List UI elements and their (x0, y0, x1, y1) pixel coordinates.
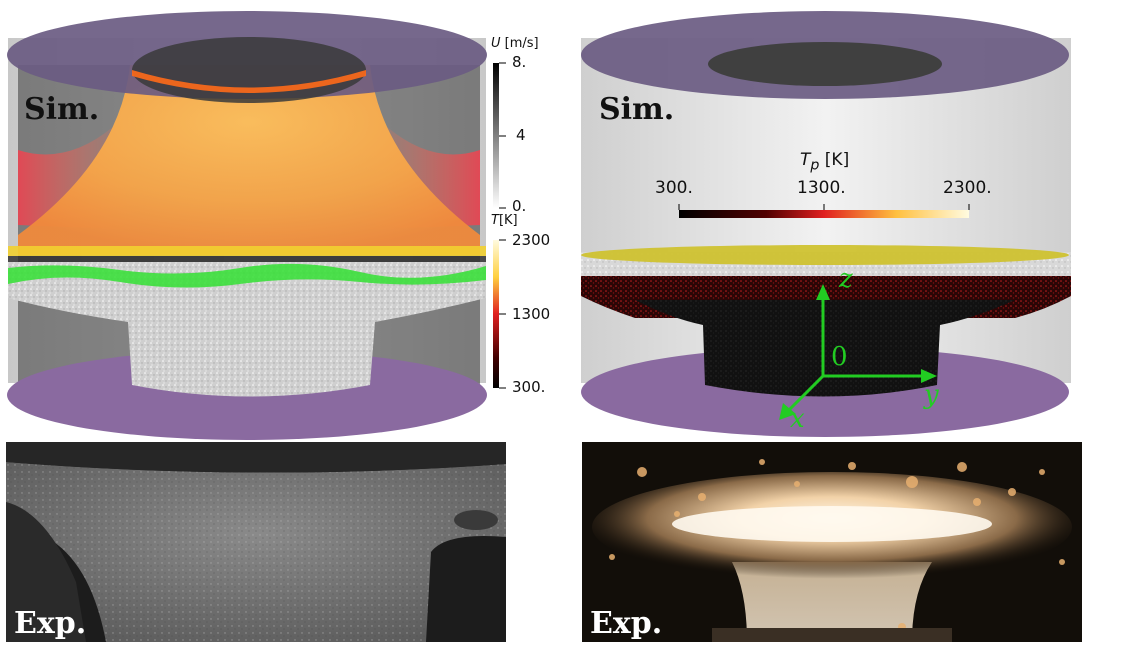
colorbar-u-tick-max: 8. (512, 53, 527, 71)
colorbar-tp-tick-min: 300. (655, 178, 693, 198)
colorbar-t-tick-max: 2300 (512, 231, 551, 249)
colorbar-tp-tick-max: 2300. (943, 178, 992, 198)
exp-photo-right: Exp. (582, 442, 1082, 642)
colorbar-u-title: U [m/s] (491, 36, 539, 51)
colorbar-tp-unit: [K] (824, 150, 850, 170)
colorbar-t-tick-min: 300. (512, 378, 546, 396)
colorbar-t (493, 240, 499, 388)
exp-label-left: Exp. (14, 606, 87, 641)
colorbar-u (493, 63, 499, 208)
colorbar-u-unit: [m/s] (504, 36, 539, 51)
colorbar-tp-title: Tp [K] (800, 150, 849, 173)
sim-label-left: Sim. (24, 92, 100, 127)
exp-label-right: Exp. (590, 606, 663, 641)
colorbar-tp (679, 210, 969, 218)
colorbar-t-unit: [K] (498, 213, 518, 228)
exp-photo-left: Exp. (6, 442, 506, 642)
colorbar-u-tick-min: 0. (512, 197, 527, 215)
coordinate-axes (779, 284, 937, 420)
axis-label-origin: 0 (831, 342, 848, 372)
colorbar-tp-sub: p (810, 157, 820, 174)
sim-panel-particle-temperature: Sim. Tp [K] 300. 1300. 2300. z 0 y x (575, 0, 1145, 440)
colorbar-tp-tick-mid: 1300. (797, 178, 846, 198)
colorbar-u-tick-mid: 4 (516, 126, 526, 144)
colorbar-t-tick-mid: 1300 (512, 305, 551, 323)
axis-label-y: y (924, 380, 939, 410)
sim-left-render (7, 11, 506, 440)
colorbar-t-title: T[K] (491, 213, 518, 228)
exp-photo-left-image (6, 442, 506, 642)
colorbar-t-var: T (491, 213, 499, 228)
colorbar-u-var: U (491, 36, 501, 51)
sim-right-render (581, 11, 1071, 437)
axis-label-z: z (839, 264, 853, 294)
colorbar-tp-var: T (800, 150, 811, 170)
sim-panel-velocity-temperature: Sim. U [m/s] 8. 4 0. T[K] 2300 1300 300. (0, 0, 560, 440)
axis-label-x: x (790, 404, 805, 434)
sim-label-right: Sim. (599, 92, 675, 127)
exp-photo-right-image (582, 442, 1082, 642)
